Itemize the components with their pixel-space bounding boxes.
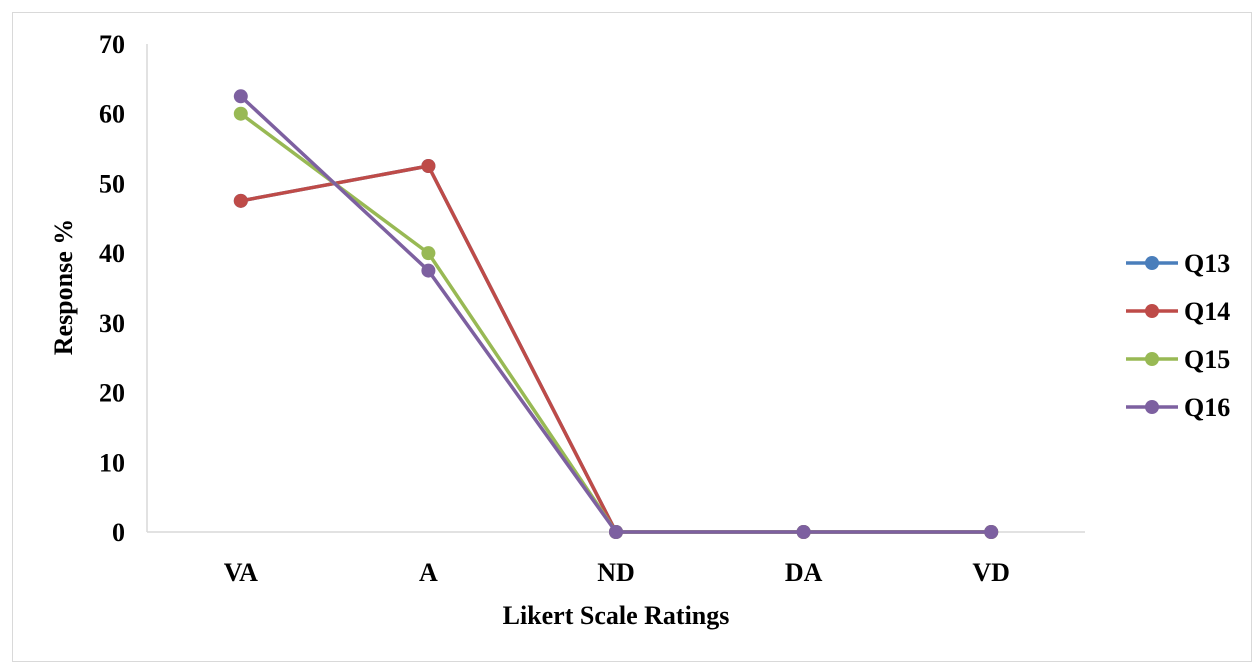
legend-label: Q14 [1184, 297, 1230, 326]
x-tick-label: A [419, 558, 438, 587]
legend-label: Q16 [1184, 393, 1230, 422]
x-tick-label: ND [597, 558, 635, 587]
legend-label: Q13 [1184, 249, 1230, 278]
data-point [233, 106, 248, 121]
legend-swatch-marker [1145, 304, 1159, 318]
legend-swatch-marker [1145, 400, 1159, 414]
data-point [421, 159, 436, 173]
legend-item: Q16 [1126, 393, 1230, 422]
legend: Q13 Q14 Q15 Q16 [1126, 249, 1230, 422]
data-point [796, 525, 811, 539]
y-tick-label: 10 [99, 448, 125, 477]
series-line [240, 164, 992, 534]
y-axis-ticks: 0 10 20 30 40 50 60 70 [99, 30, 125, 547]
x-tick-label: VD [972, 558, 1010, 587]
series-layer [233, 89, 999, 539]
y-tick-label: 0 [112, 518, 125, 547]
x-tick-label: DA [785, 558, 823, 587]
y-axis-label: Response % [49, 219, 78, 356]
chart-frame [12, 12, 1252, 662]
series-line [239, 95, 992, 534]
legend-item: Q14 [1126, 297, 1230, 326]
series-line [239, 112, 992, 534]
y-tick-label: 30 [99, 309, 125, 338]
series-q15 [233, 106, 999, 539]
data-point [984, 525, 999, 539]
x-axis-label: Likert Scale Ratings [503, 601, 730, 630]
y-tick-label: 40 [99, 239, 125, 268]
series-q13 [233, 159, 999, 539]
x-axis-ticks: VA A ND DA VD [224, 558, 1010, 587]
data-point [233, 89, 248, 104]
series-line [240, 164, 992, 534]
series-q14 [233, 159, 999, 539]
data-point [421, 263, 436, 278]
y-tick-label: 70 [99, 30, 125, 59]
data-point [609, 525, 623, 539]
y-tick-label: 50 [99, 169, 125, 198]
legend-swatch-marker [1145, 352, 1159, 366]
x-tick-label: VA [224, 558, 258, 587]
legend-swatch-marker [1145, 256, 1159, 270]
legend-item: Q13 [1126, 249, 1230, 278]
data-point [421, 246, 436, 261]
series-q16 [233, 89, 999, 539]
data-point [233, 193, 248, 208]
legend-label: Q15 [1184, 345, 1230, 374]
y-tick-label: 20 [99, 379, 125, 408]
legend-item: Q15 [1126, 345, 1230, 374]
y-tick-label: 60 [99, 100, 125, 129]
